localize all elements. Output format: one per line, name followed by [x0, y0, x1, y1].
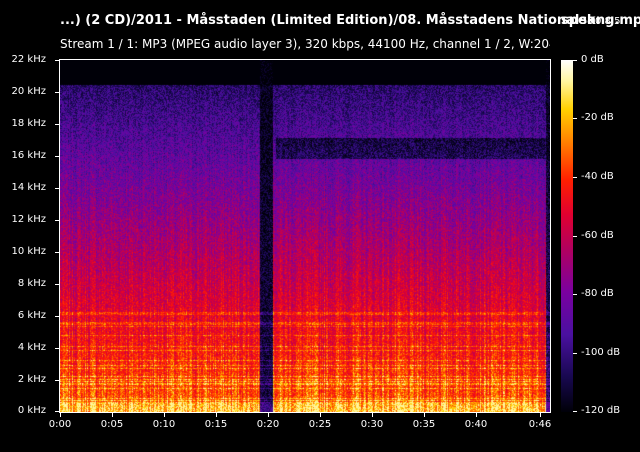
- app-name: spek: [561, 13, 596, 28]
- frequency-tick: [55, 60, 60, 61]
- time-label: 0:25: [308, 419, 332, 430]
- time-tick: [424, 412, 425, 417]
- frequency-label: 6 kHz: [17, 310, 46, 321]
- app-version: 0.8.5: [595, 16, 621, 27]
- spectrogram: [60, 60, 550, 412]
- time-label: 0:35: [412, 419, 436, 430]
- frequency-label: 14 kHz: [11, 182, 46, 193]
- frequency-tick: [55, 284, 60, 285]
- db-label: -80 dB: [581, 288, 614, 299]
- db-tick: [573, 353, 577, 354]
- time-tick: [216, 412, 217, 417]
- frequency-label: 18 kHz: [11, 118, 46, 129]
- frequency-tick: [55, 92, 60, 93]
- db-label: 0 dB: [581, 54, 604, 65]
- frequency-tick: [55, 220, 60, 221]
- db-label: -40 dB: [581, 171, 614, 182]
- db-label: -120 dB: [581, 405, 621, 416]
- time-label: 0:00: [48, 419, 72, 430]
- frequency-tick: [55, 316, 60, 317]
- frequency-label: 10 kHz: [11, 246, 46, 257]
- frequency-tick: [55, 156, 60, 157]
- frequency-label: 16 kHz: [11, 150, 46, 161]
- db-label: -60 dB: [581, 230, 614, 241]
- frequency-label: 8 kHz: [17, 278, 46, 289]
- db-tick: [573, 177, 577, 178]
- db-label: -100 dB: [581, 347, 621, 358]
- frequency-label: 2 kHz: [17, 374, 46, 385]
- time-label: 0:05: [100, 419, 124, 430]
- stream-info: Stream 1 / 1: MP3 (MPEG audio layer 3), …: [60, 37, 550, 51]
- db-tick: [573, 118, 577, 119]
- time-label: 0:46: [528, 419, 552, 430]
- time-tick: [112, 412, 113, 417]
- frequency-tick: [55, 411, 60, 412]
- db-label: -20 dB: [581, 112, 614, 123]
- db-tick: [573, 294, 577, 295]
- db-colorbar: [561, 60, 573, 412]
- frequency-label: 20 kHz: [11, 86, 46, 97]
- db-tick: [573, 60, 577, 61]
- time-tick: [476, 412, 477, 417]
- time-tick: [540, 412, 541, 417]
- track-title: ...) (2 CD)/2011 - Måsstaden (Limited Ed…: [60, 13, 640, 28]
- frequency-tick: [55, 380, 60, 381]
- time-label: 0:30: [360, 419, 384, 430]
- db-tick: [573, 411, 577, 412]
- time-label: 0:20: [256, 419, 280, 430]
- frequency-label: 0 kHz: [17, 405, 46, 416]
- frequency-tick: [55, 124, 60, 125]
- frequency-tick: [55, 252, 60, 253]
- time-tick: [268, 412, 269, 417]
- time-tick: [320, 412, 321, 417]
- frequency-label: 4 kHz: [17, 342, 46, 353]
- frequency-label: 12 kHz: [11, 214, 46, 225]
- time-label: 0:15: [204, 419, 228, 430]
- time-tick: [60, 412, 61, 417]
- time-label: 0:40: [464, 419, 488, 430]
- time-tick: [164, 412, 165, 417]
- frequency-tick: [55, 188, 60, 189]
- db-tick: [573, 236, 577, 237]
- frequency-label: 22 kHz: [11, 54, 46, 65]
- time-label: 0:10: [152, 419, 176, 430]
- frequency-tick: [55, 348, 60, 349]
- time-tick: [372, 412, 373, 417]
